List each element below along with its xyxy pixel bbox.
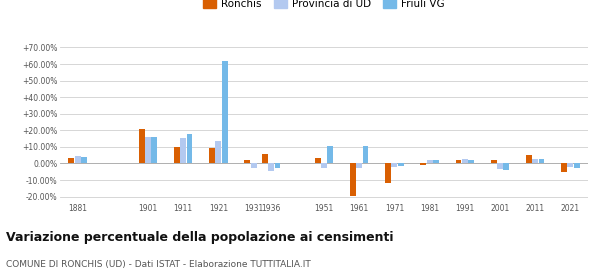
Text: Variazione percentuale della popolazione ai censimenti: Variazione percentuale della popolazione… xyxy=(6,231,394,244)
Bar xyxy=(151,137,157,164)
Bar xyxy=(568,164,574,167)
Bar xyxy=(356,164,362,168)
Bar xyxy=(187,134,193,164)
Bar xyxy=(561,164,567,172)
Bar xyxy=(385,164,391,183)
Bar xyxy=(433,160,439,164)
Bar xyxy=(539,158,544,164)
Bar xyxy=(421,164,426,165)
Bar xyxy=(532,158,538,164)
Bar xyxy=(74,156,80,164)
Bar xyxy=(262,153,268,164)
Bar xyxy=(503,164,509,170)
Bar xyxy=(215,141,221,164)
Bar xyxy=(391,164,397,167)
Bar xyxy=(268,164,274,171)
Bar xyxy=(468,160,474,164)
Bar xyxy=(68,158,74,164)
Bar xyxy=(362,146,368,164)
Bar xyxy=(321,164,327,168)
Bar xyxy=(350,164,356,196)
Text: COMUNE DI RONCHIS (UD) - Dati ISTAT - Elaborazione TUTTITALIA.IT: COMUNE DI RONCHIS (UD) - Dati ISTAT - El… xyxy=(6,260,311,269)
Bar xyxy=(328,146,333,164)
Bar xyxy=(427,160,433,164)
Legend: Ronchis, Provincia di UD, Friuli VG: Ronchis, Provincia di UD, Friuli VG xyxy=(200,0,448,12)
Bar xyxy=(398,164,404,166)
Bar xyxy=(251,164,257,168)
Bar xyxy=(174,147,180,164)
Bar xyxy=(574,164,580,168)
Bar xyxy=(145,137,151,164)
Bar xyxy=(275,164,280,168)
Bar xyxy=(139,129,145,164)
Bar xyxy=(180,138,186,164)
Bar xyxy=(462,158,468,164)
Bar xyxy=(497,164,503,169)
Bar xyxy=(244,160,250,164)
Bar xyxy=(222,61,227,164)
Bar xyxy=(81,157,87,164)
Bar xyxy=(491,160,497,164)
Bar xyxy=(526,155,532,164)
Bar xyxy=(455,160,461,164)
Bar xyxy=(209,148,215,164)
Bar xyxy=(315,158,320,164)
